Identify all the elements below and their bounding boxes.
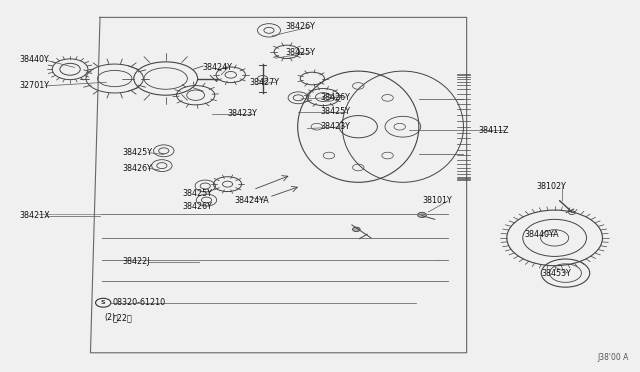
Text: (2): (2) [104,313,116,322]
Text: 38426Y: 38426Y [122,164,152,173]
Text: 38424Y: 38424Y [202,63,232,72]
Text: 38440Y: 38440Y [19,55,49,64]
Text: 38425Y: 38425Y [122,148,152,157]
Circle shape [417,212,426,218]
Text: 38424YA: 38424YA [234,196,269,205]
Text: 38426Y: 38426Y [183,202,212,211]
Text: 38422J: 38422J [122,257,150,266]
Text: 38423Y: 38423Y [228,109,257,118]
Text: 38427Y: 38427Y [250,78,280,87]
Text: 38411Z: 38411Z [478,126,509,135]
Text: 08320-61210: 08320-61210 [112,298,165,307]
Text: S: S [101,300,106,305]
Text: J38'00 A: J38'00 A [598,353,629,362]
Text: 38440YA: 38440YA [524,230,559,239]
Text: 32701Y: 32701Y [19,81,49,90]
Text: 38453Y: 38453Y [542,269,572,278]
Text: 38425Y: 38425Y [285,48,315,57]
Text: 38425Y: 38425Y [320,108,350,116]
Text: 38426Y: 38426Y [320,93,350,102]
Text: 。22）: 。22） [112,313,132,322]
Text: 38426Y: 38426Y [285,22,315,31]
Text: 38101Y: 38101Y [422,196,452,205]
Circle shape [353,227,360,232]
Text: 38421X: 38421X [19,211,50,220]
Text: 38423Y: 38423Y [320,122,350,131]
Text: 38102Y: 38102Y [537,182,566,190]
Text: 38425Y: 38425Y [183,189,213,198]
